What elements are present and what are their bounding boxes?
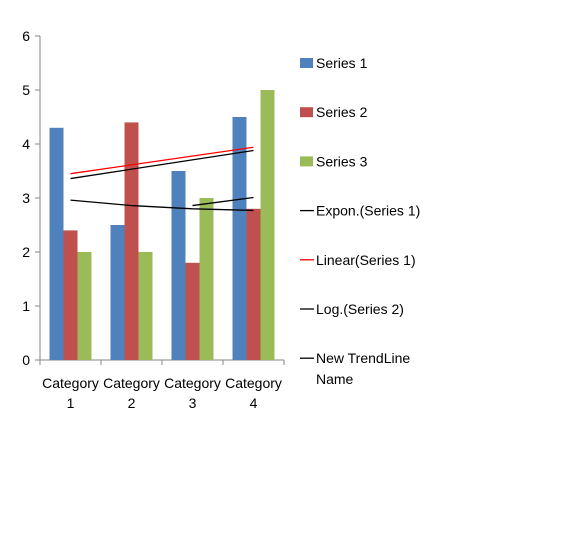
y-tick-label: 1 bbox=[22, 298, 30, 314]
x-tick-label: Category 3 bbox=[164, 375, 221, 411]
chart-legend: Series 1 Series 2 Series 3 Expon.(Series 1)… bbox=[300, 55, 420, 387]
bar-series-2-4 bbox=[246, 208, 261, 360]
legend-label: Expon.(Series 1) bbox=[316, 203, 420, 219]
bar-series-2-1 bbox=[63, 230, 78, 360]
bar-series-1-3 bbox=[171, 171, 186, 360]
legend-swatch bbox=[300, 58, 313, 68]
bar-series-1-1 bbox=[49, 127, 64, 360]
legend-label: Log.(Series 2) bbox=[316, 301, 404, 317]
chart-bars bbox=[49, 90, 275, 361]
legend-label: Series 3 bbox=[316, 153, 368, 169]
trendline-new-trendline-name bbox=[192, 196, 254, 207]
legend-swatch bbox=[300, 156, 313, 167]
bar-series-1-4 bbox=[232, 117, 247, 360]
bar-series-2-3 bbox=[185, 262, 200, 360]
bar-series-3-4 bbox=[260, 90, 275, 360]
bar-series-3-2 bbox=[138, 252, 153, 360]
y-tick-label: 3 bbox=[22, 190, 30, 206]
y-tick-label: 0 bbox=[22, 352, 30, 368]
bar-series-2-2 bbox=[124, 122, 139, 361]
legend-swatch bbox=[300, 107, 313, 118]
legend-label: Series 2 bbox=[316, 104, 368, 120]
legend-label: Series 1 bbox=[316, 55, 368, 71]
bar-series-1-2 bbox=[110, 225, 125, 360]
legend-label: New TrendLine Name bbox=[316, 350, 410, 387]
y-tick-label: 6 bbox=[22, 28, 30, 44]
y-tick-label: 2 bbox=[22, 244, 30, 260]
x-tick-label: Category 4 bbox=[225, 375, 282, 411]
trendline-expon-series-1 bbox=[70, 149, 254, 180]
y-tick-label: 4 bbox=[22, 136, 30, 152]
trendline-log-series-2 bbox=[70, 199, 254, 212]
legend-label: Linear(Series 1) bbox=[316, 252, 416, 268]
x-tick-label: Category 2 bbox=[103, 375, 160, 411]
bar-series-3-3 bbox=[199, 198, 214, 360]
y-tick-label: 5 bbox=[22, 82, 30, 98]
trendline-linear-series-1 bbox=[70, 146, 254, 175]
bar-series-3-1 bbox=[77, 252, 92, 360]
x-tick-label: Category 1 bbox=[42, 375, 99, 411]
chart-trendlines bbox=[70, 146, 254, 212]
